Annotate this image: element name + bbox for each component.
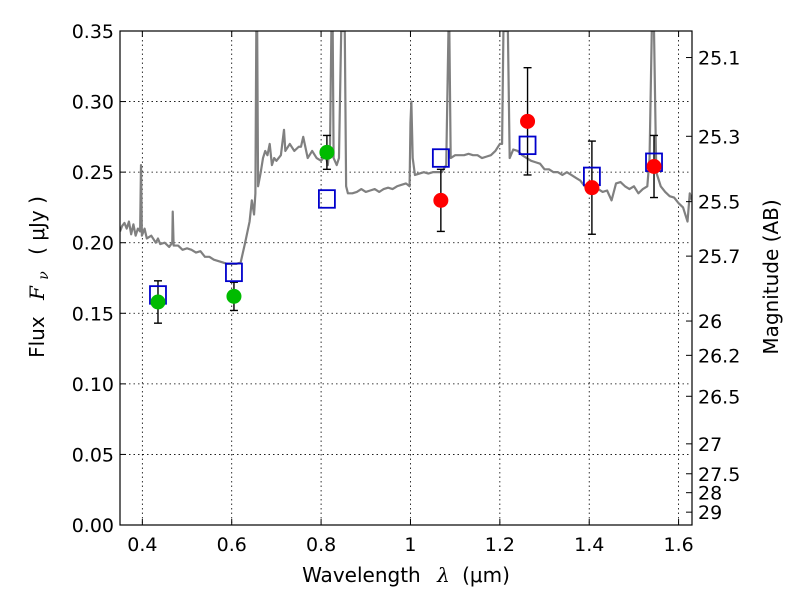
y2-tick-label: 29 bbox=[698, 502, 722, 524]
x-tick-label: 0.4 bbox=[127, 534, 157, 556]
error-bars bbox=[153, 66, 659, 324]
y-tick-label: 0.25 bbox=[72, 162, 114, 184]
model-square-markers bbox=[149, 135, 663, 305]
x-tick-label: 0.8 bbox=[306, 534, 336, 556]
y2-tick-label: 25.1 bbox=[698, 48, 740, 70]
y2-tick-label: 27.5 bbox=[698, 464, 740, 486]
y-tick-label: 0.15 bbox=[72, 303, 114, 325]
y-tick-label: 0.30 bbox=[72, 92, 114, 114]
x-axis-label-prefix: Wavelength bbox=[302, 563, 421, 587]
y-tick-label: 0.05 bbox=[72, 444, 114, 466]
grid-lines bbox=[120, 30, 692, 526]
red-observation-point bbox=[646, 158, 662, 174]
model-square-marker bbox=[225, 262, 243, 283]
y-axis-label-symbol: F bbox=[25, 285, 49, 301]
y2-tick-label: 26.5 bbox=[698, 386, 740, 408]
green-observation-point bbox=[150, 294, 166, 310]
y-tick-label: 0.20 bbox=[72, 233, 114, 255]
y-tick-label: 0.35 bbox=[72, 21, 114, 43]
red-observation-point bbox=[433, 192, 449, 208]
red-observation-point bbox=[520, 113, 536, 129]
y-axis-label-unit: ( μJy ) bbox=[25, 196, 49, 255]
y2-tick-label: 27 bbox=[698, 434, 722, 456]
y-axis-label: Flux F ν ( μJy ) bbox=[25, 196, 53, 358]
red-observation-point bbox=[584, 180, 600, 196]
y2-axis-label: Magnitude (AB) bbox=[759, 199, 783, 354]
x-axis-label: Wavelength λ (μm) bbox=[302, 563, 510, 587]
x-tick-label: 1 bbox=[404, 534, 416, 556]
y2-tick-label: 25.3 bbox=[698, 126, 740, 148]
observed-circle-markers bbox=[150, 113, 662, 310]
y-axis-label-prefix: Flux bbox=[25, 316, 49, 358]
x-tick-label: 0.6 bbox=[217, 534, 247, 556]
x-axis-label-symbol: λ bbox=[436, 563, 450, 587]
model-square-marker bbox=[318, 189, 336, 209]
plot-frame bbox=[119, 30, 693, 526]
y2-tick-label: 25.7 bbox=[698, 246, 740, 268]
y2-tick-label: 26.2 bbox=[698, 345, 740, 367]
x-tick-label: 1.4 bbox=[574, 534, 604, 556]
x-tick-label: 1.2 bbox=[485, 534, 515, 556]
y-axis-label-subscript: ν bbox=[36, 271, 52, 280]
model-square-marker bbox=[518, 135, 537, 156]
green-observation-point bbox=[319, 144, 335, 160]
axis-ticks: 0.4 0.6 0.8 1 1.2 1.4 1.6 0.00 0.05 0.10 0.15 0.20 0… bbox=[72, 21, 741, 556]
y2-tick-label: 25.5 bbox=[698, 192, 740, 214]
model-spectrum-line bbox=[120, 31, 692, 265]
y2-tick-label: 26 bbox=[698, 311, 722, 333]
green-observation-point bbox=[226, 288, 242, 304]
y-tick-label: 0.00 bbox=[72, 515, 114, 537]
x-axis-label-unit: (μm) bbox=[462, 563, 510, 587]
model-spectrum-series bbox=[120, 31, 692, 265]
model-square-marker bbox=[431, 148, 450, 168]
y-tick-label: 0.10 bbox=[72, 374, 114, 396]
x-tick-label: 1.6 bbox=[663, 534, 693, 556]
y2-tick-label: 28 bbox=[698, 483, 722, 505]
